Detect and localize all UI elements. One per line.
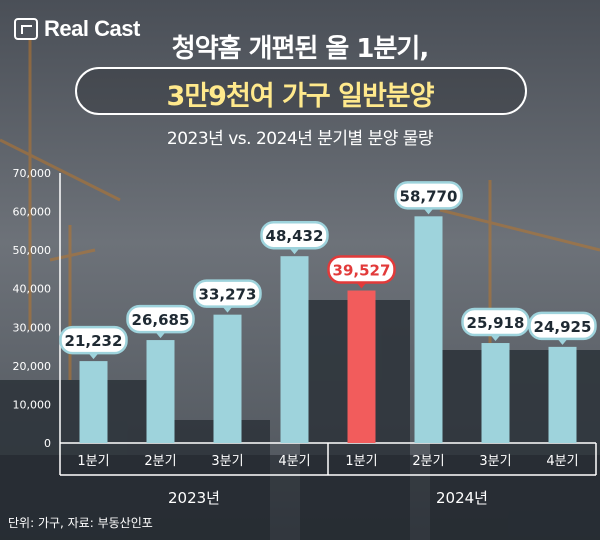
value-label: 26,685 [132, 311, 190, 329]
value-label-pointer [289, 248, 300, 255]
bar [481, 343, 510, 443]
bar [146, 340, 175, 443]
value-label: 33,273 [199, 286, 257, 304]
bar [79, 361, 108, 443]
value-label: 48,432 [266, 227, 324, 245]
bar [213, 314, 242, 443]
value-label: 24,925 [534, 318, 592, 336]
group-label: 2023년 [168, 489, 220, 507]
value-label-pointer [356, 282, 367, 289]
value-label-pointer [222, 306, 233, 313]
y-tick-label: 50,000 [13, 244, 52, 257]
bar [280, 256, 309, 443]
y-tick-label: 60,000 [13, 206, 52, 219]
headline-pill [75, 67, 527, 115]
group-label: 2024년 [436, 489, 488, 507]
chart-subtitle: 2023년 vs. 2024년 분기별 분양 물량 [166, 129, 434, 149]
realcast-logo-icon [14, 18, 38, 40]
y-tick-label: 10,000 [13, 398, 52, 411]
category-label: 3분기 [479, 454, 511, 469]
value-label-pointer [490, 335, 501, 342]
y-tick-label: 40,000 [13, 283, 52, 296]
source-note: 단위: 가구, 자료: 부동산인포 [8, 516, 153, 530]
y-tick-label: 30,000 [13, 321, 52, 334]
value-label-pointer [423, 208, 434, 215]
value-label: 58,770 [400, 187, 458, 205]
value-label: 25,918 [467, 314, 525, 332]
value-label: 21,232 [65, 332, 123, 350]
bar [548, 346, 577, 443]
logo-text: Real Cast [44, 16, 140, 41]
bar [414, 216, 443, 443]
category-label: 3분기 [211, 454, 243, 469]
value-label: 39,527 [333, 262, 391, 280]
category-label: 2분기 [144, 454, 176, 469]
category-label: 1분기 [77, 454, 109, 469]
y-tick-label: 0 [44, 437, 51, 450]
category-label: 4분기 [546, 454, 578, 469]
headline-line-2: 3만9천여 가구 일반분양 [166, 81, 435, 112]
y-tick-label: 20,000 [13, 360, 52, 373]
category-label: 2분기 [412, 454, 444, 469]
headline-line-1: 청약홈 개편된 올 1분기, [171, 34, 429, 64]
bar [347, 290, 376, 443]
category-label: 4분기 [278, 454, 310, 469]
value-label-pointer [557, 338, 568, 345]
category-label: 1분기 [345, 454, 377, 469]
value-label-pointer [88, 353, 99, 360]
value-label-pointer [155, 332, 166, 339]
realcast-logo: Real Cast [14, 16, 140, 42]
y-tick-label: 70,000 [13, 167, 52, 180]
